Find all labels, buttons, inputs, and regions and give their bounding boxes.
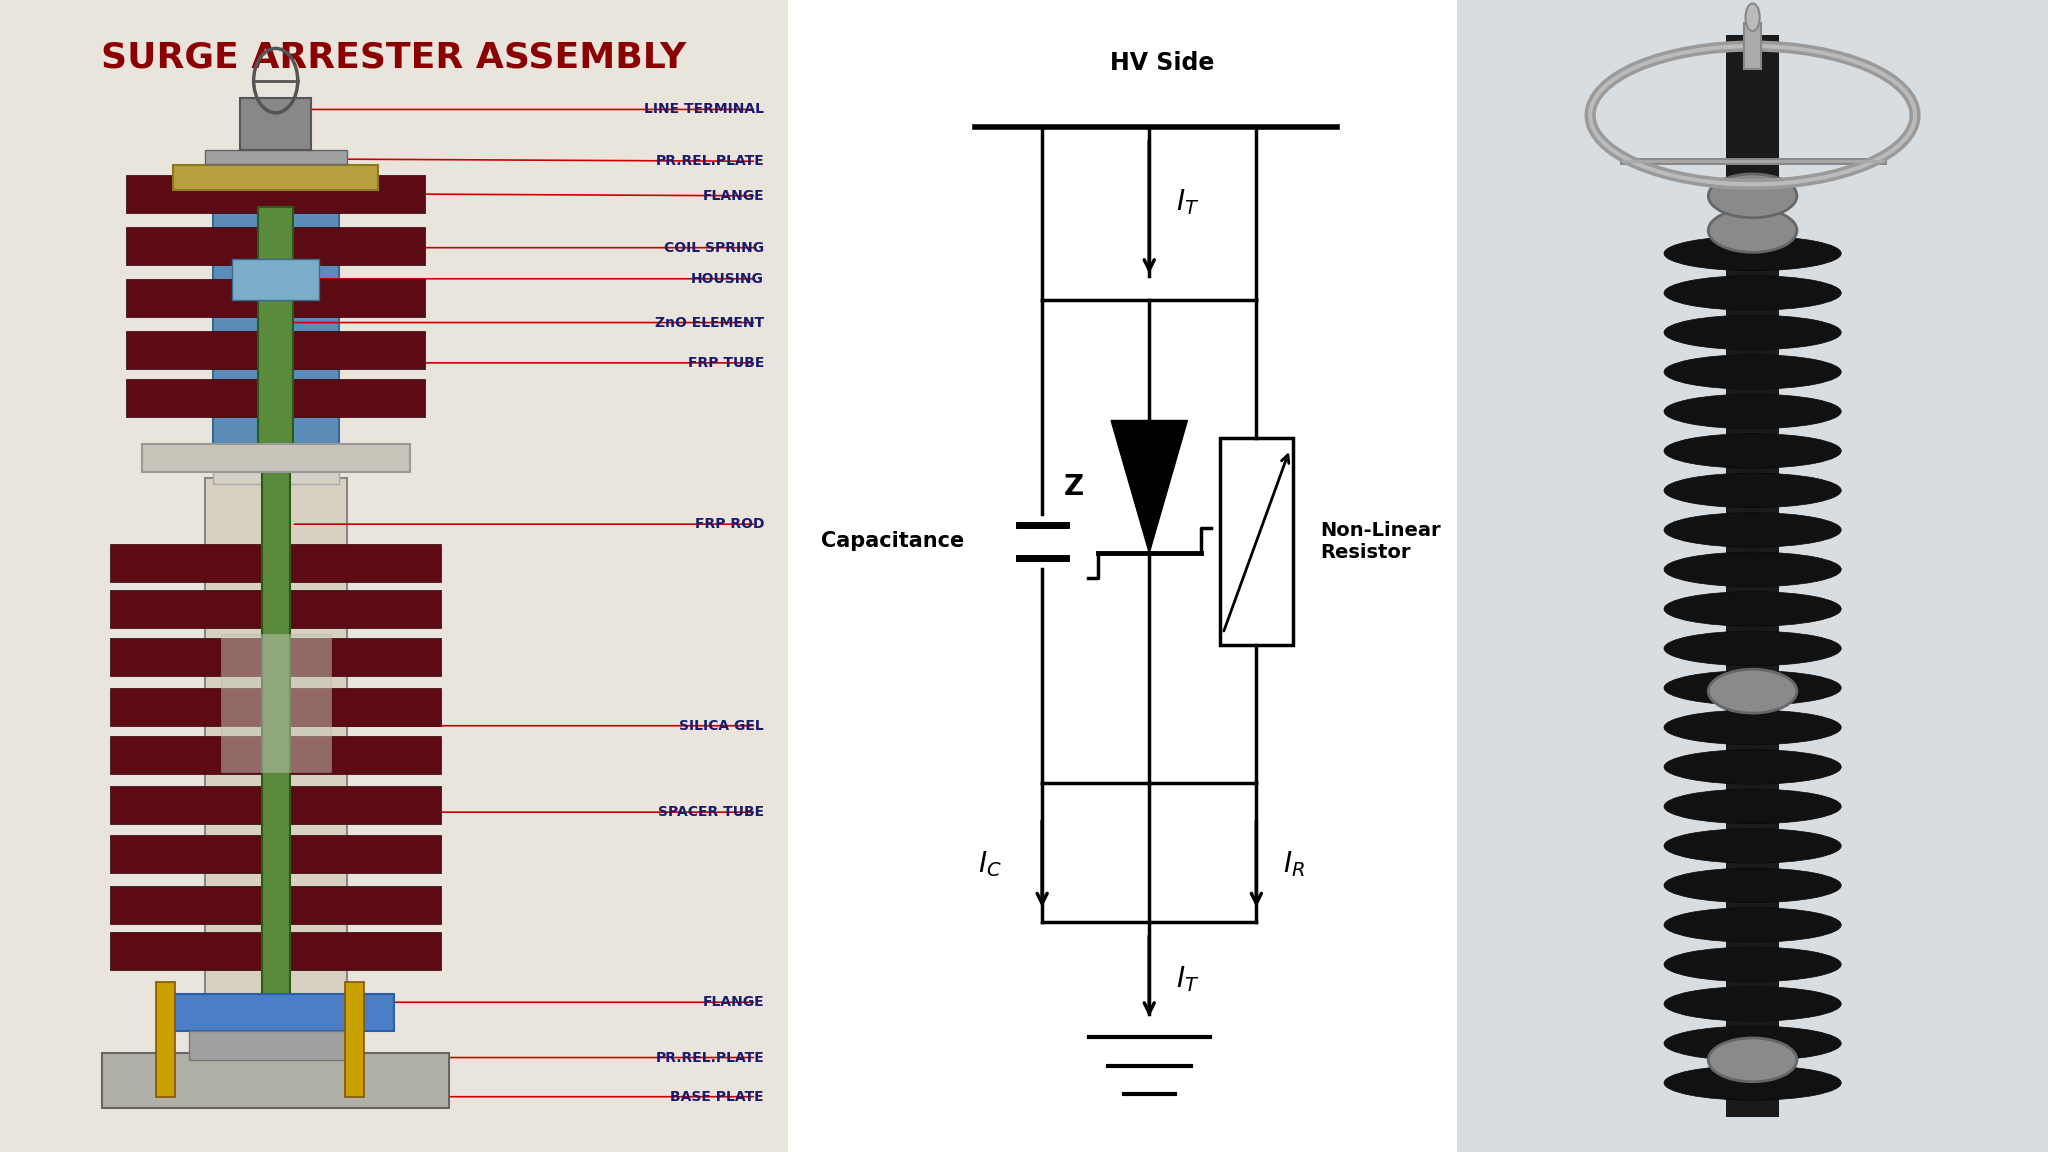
Bar (213, 444, 338, 484)
Ellipse shape (1663, 473, 1841, 508)
Bar (127, 279, 426, 317)
Text: PR.REL.PLATE: PR.REL.PLATE (655, 154, 764, 168)
Ellipse shape (1708, 209, 1796, 252)
Text: HV Side: HV Side (1110, 51, 1214, 75)
Bar (188, 1031, 362, 1060)
Ellipse shape (1663, 1026, 1841, 1061)
Ellipse shape (1663, 750, 1841, 785)
Bar (102, 1053, 449, 1108)
Bar (213, 202, 338, 444)
Bar (111, 688, 440, 726)
Circle shape (1745, 3, 1759, 31)
Bar (156, 982, 174, 1097)
Bar (127, 175, 426, 213)
Ellipse shape (1663, 710, 1841, 744)
Ellipse shape (1663, 947, 1841, 982)
Ellipse shape (1663, 552, 1841, 586)
Bar (240, 98, 311, 150)
Bar (127, 227, 426, 265)
Bar (344, 982, 365, 1097)
Bar (111, 932, 440, 970)
Bar (111, 590, 440, 628)
Bar (141, 444, 410, 472)
Text: SILICA GEL: SILICA GEL (680, 719, 764, 733)
Ellipse shape (1663, 908, 1841, 942)
Text: $I_C$: $I_C$ (979, 849, 1001, 879)
Bar (1743, 23, 1761, 69)
Polygon shape (1112, 420, 1188, 553)
Ellipse shape (1663, 789, 1841, 824)
Bar (262, 472, 291, 996)
Ellipse shape (1663, 986, 1841, 1021)
Bar (127, 379, 426, 417)
Ellipse shape (1663, 433, 1841, 468)
Ellipse shape (1663, 316, 1841, 350)
Ellipse shape (1663, 869, 1841, 903)
Ellipse shape (1708, 669, 1796, 713)
Text: HOUSING: HOUSING (690, 272, 764, 286)
Text: FLANGE: FLANGE (702, 995, 764, 1009)
Text: FRP ROD: FRP ROD (694, 517, 764, 531)
Ellipse shape (1663, 670, 1841, 705)
Text: PR.REL.PLATE: PR.REL.PLATE (655, 1051, 764, 1064)
Text: $I_T$: $I_T$ (1176, 964, 1200, 994)
Text: SURGE ARRESTER ASSEMBLY: SURGE ARRESTER ASSEMBLY (100, 40, 686, 75)
Ellipse shape (1708, 174, 1796, 218)
Bar (231, 259, 319, 300)
Text: ZnO ELEMENT: ZnO ELEMENT (655, 316, 764, 329)
Bar (158, 994, 393, 1031)
Ellipse shape (1663, 592, 1841, 627)
Ellipse shape (1663, 513, 1841, 547)
Bar (111, 835, 440, 873)
Bar (1219, 438, 1292, 645)
Text: SPACER TUBE: SPACER TUBE (657, 805, 764, 819)
Bar (205, 478, 346, 996)
Text: LINE TERMINAL: LINE TERMINAL (643, 103, 764, 116)
Text: Z: Z (1065, 472, 1083, 501)
Ellipse shape (1663, 275, 1841, 310)
Bar (111, 886, 440, 924)
Ellipse shape (1663, 828, 1841, 863)
Bar (258, 207, 293, 467)
Ellipse shape (1708, 1038, 1796, 1082)
Text: $I_T$: $I_T$ (1176, 187, 1200, 217)
Text: $I_R$: $I_R$ (1284, 849, 1305, 879)
Bar (1726, 35, 1780, 1117)
Bar (221, 634, 332, 772)
Bar (111, 736, 440, 774)
Text: Non-Linear
Resistor: Non-Linear Resistor (1321, 521, 1440, 562)
Bar (111, 544, 440, 582)
Text: FRP TUBE: FRP TUBE (688, 356, 764, 370)
Text: COIL SPRING: COIL SPRING (664, 241, 764, 255)
Bar (127, 331, 426, 369)
Ellipse shape (1663, 394, 1841, 429)
Ellipse shape (1663, 236, 1841, 271)
Text: Capacitance: Capacitance (821, 531, 965, 552)
Bar (174, 165, 379, 190)
Ellipse shape (1663, 355, 1841, 389)
Bar (111, 638, 440, 676)
Text: BASE PLATE: BASE PLATE (670, 1090, 764, 1104)
Ellipse shape (1663, 631, 1841, 666)
Text: FLANGE: FLANGE (702, 189, 764, 203)
Bar (111, 786, 440, 824)
Bar (205, 150, 346, 164)
Ellipse shape (1663, 1066, 1841, 1100)
